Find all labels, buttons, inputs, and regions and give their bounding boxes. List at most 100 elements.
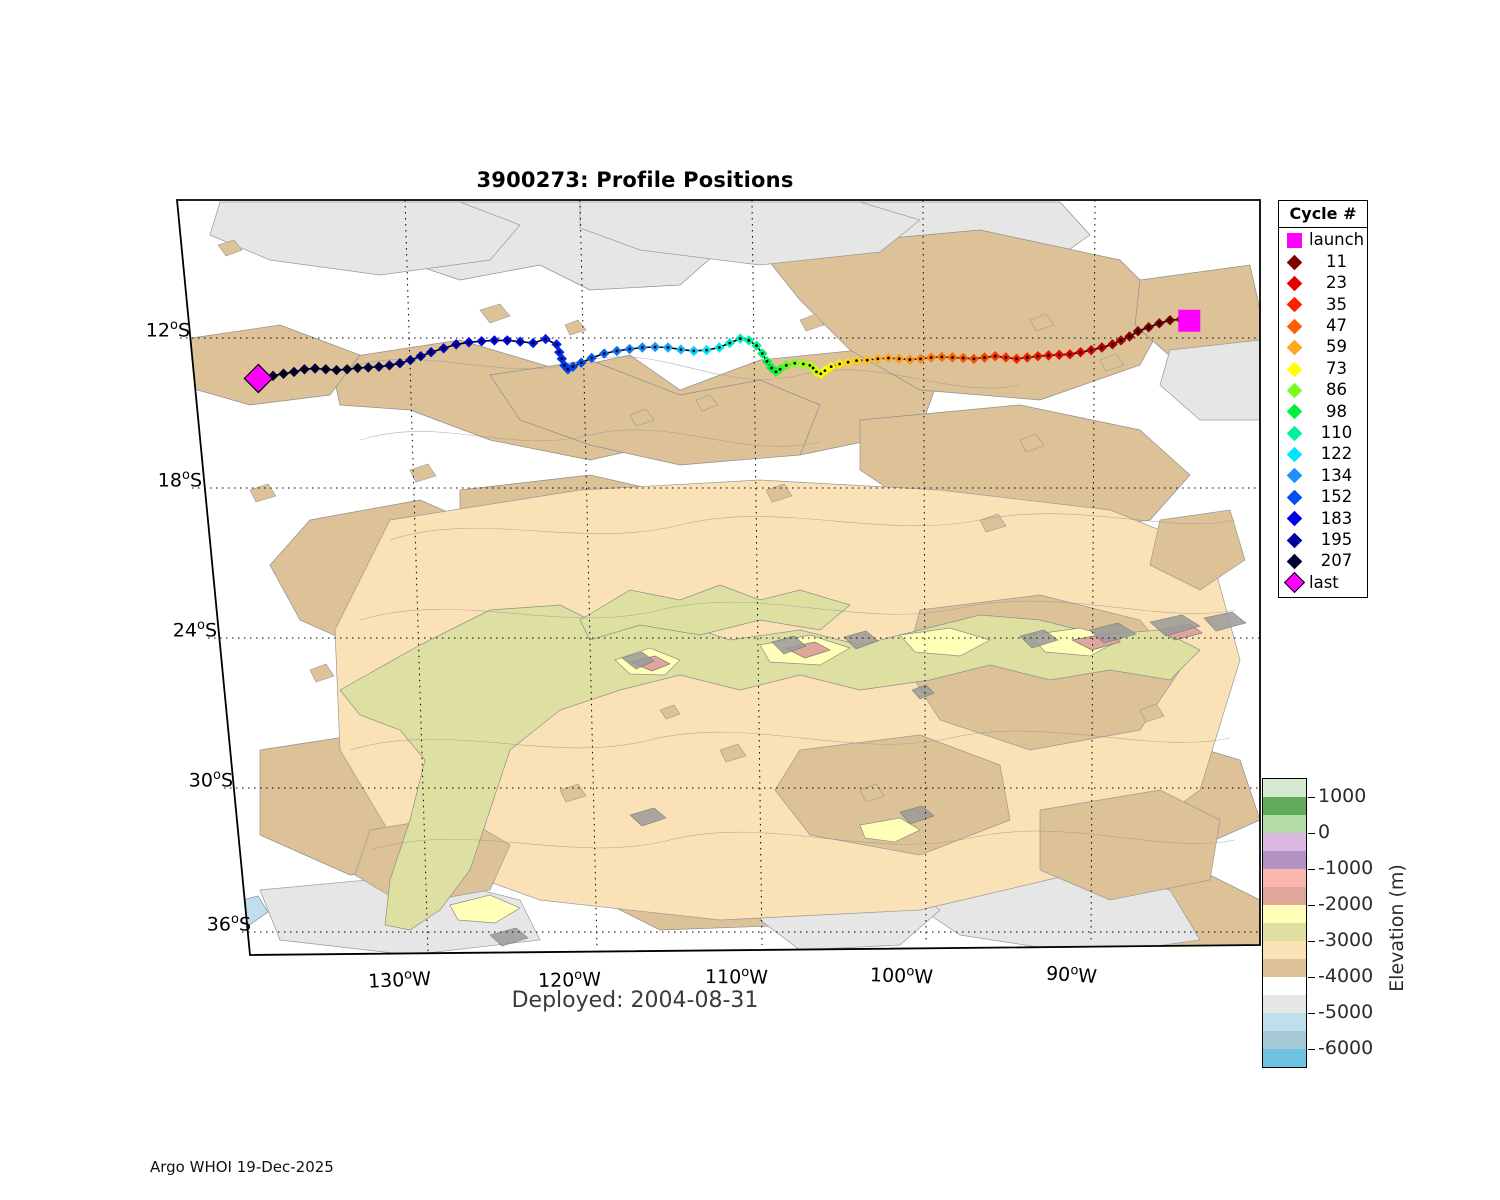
profile-center-dot xyxy=(738,337,742,340)
profile-center-dot xyxy=(679,348,683,351)
lat-tick-18S: 18oS xyxy=(157,468,202,492)
profile-center-dot xyxy=(865,358,869,362)
cycle-legend[interactable]: Cycle # launch 11 23 35 47 59 73 86 98 110 122 134 1… xyxy=(1278,200,1368,598)
colorbar-band--2000 xyxy=(1263,905,1306,923)
profile-center-dot xyxy=(846,360,850,364)
legend-row-152[interactable]: 152 xyxy=(1279,487,1367,508)
colorbar-tick--6000 xyxy=(1308,1049,1315,1050)
profile-center-dot xyxy=(419,354,423,358)
legend-label-195: 195 xyxy=(1320,529,1353,549)
profile-center-dot xyxy=(819,372,823,376)
profile-center-dot xyxy=(692,349,696,353)
profile-center-dot xyxy=(640,346,644,349)
profile-center-dot xyxy=(602,352,606,355)
colorbar-tick-1000 xyxy=(1308,797,1315,798)
profile-center-dot xyxy=(765,360,769,363)
colorbar-gradient xyxy=(1262,778,1315,1068)
legend-label-98: 98 xyxy=(1326,401,1347,421)
legend-row-35[interactable]: 35 xyxy=(1279,294,1367,315)
legend-marker-207-icon xyxy=(1279,553,1309,570)
profile-center-dot xyxy=(544,337,548,341)
legend-row-launch[interactable]: launch xyxy=(1279,230,1367,251)
profile-center-dot xyxy=(442,346,446,350)
colorbar-band-0 xyxy=(1263,833,1306,851)
legend-row-86[interactable]: 86 xyxy=(1279,380,1367,401)
profile-center-dot xyxy=(823,369,827,372)
elevation-colorbar[interactable]: Elevation (m) 1000 0 -1000 -2000 -3000 -4000 -… xyxy=(1262,778,1408,1068)
colorbar-tick--4000 xyxy=(1308,977,1315,978)
profile-center-dot xyxy=(388,363,391,367)
legend-row-183[interactable]: 183 xyxy=(1279,508,1367,529)
legend-row-98[interactable]: 98 xyxy=(1279,401,1367,422)
profile-center-dot xyxy=(747,339,751,342)
profile-center-dot xyxy=(908,358,912,361)
colorbar-band-1000 xyxy=(1263,797,1306,815)
profile-center-dot xyxy=(292,370,296,374)
profile-center-dot xyxy=(282,372,285,376)
profile-center-dot xyxy=(887,356,890,360)
legend-marker-47-icon xyxy=(1279,318,1309,335)
legend-row-59[interactable]: 59 xyxy=(1279,337,1367,358)
map-plot-area[interactable]: 12oS 18oS 24oS 30oS 36oS 130oW 120oW 110… xyxy=(146,190,1280,993)
profile-center-dot xyxy=(951,356,954,359)
profile-center-dot xyxy=(801,362,805,366)
colorbar-band--4000 xyxy=(1263,977,1306,995)
profile-center-dot xyxy=(518,340,522,344)
profile-center-dot xyxy=(356,366,360,370)
legend-label-86: 86 xyxy=(1326,380,1347,400)
colorbar-ticklabel--6000: -6000 xyxy=(1318,1037,1374,1059)
profile-center-dot xyxy=(1036,354,1040,358)
profile-center-dot xyxy=(1079,350,1082,354)
profile-center-dot xyxy=(993,354,997,358)
profile-center-dot xyxy=(784,363,788,367)
legend-marker-last-icon xyxy=(1279,572,1309,594)
colorbar-band--1500 xyxy=(1263,887,1306,905)
profile-center-dot xyxy=(1004,356,1008,359)
legend-label-152: 152 xyxy=(1320,487,1353,507)
legend-row-110[interactable]: 110 xyxy=(1279,423,1367,444)
colorbar-band--3500 xyxy=(1263,959,1306,977)
map-svg xyxy=(176,199,1261,956)
profile-center-dot xyxy=(1015,357,1019,361)
legend-row-11[interactable]: 11 xyxy=(1279,251,1367,272)
legend-row-134[interactable]: 134 xyxy=(1279,465,1367,486)
legend-label-59: 59 xyxy=(1326,337,1347,357)
legend-label-47: 47 xyxy=(1326,316,1347,335)
profile-center-dot xyxy=(555,342,559,346)
profile-center-dot xyxy=(793,361,797,365)
profile-center-dot xyxy=(1157,321,1161,325)
legend-marker-73-icon xyxy=(1279,361,1309,377)
profile-center-dot xyxy=(929,356,933,359)
colorbar-ticklabel-0: 0 xyxy=(1318,821,1331,843)
profile-center-dot xyxy=(557,350,561,354)
profile-center-dot xyxy=(492,339,496,342)
colorbar-ticklabel--1000: -1000 xyxy=(1318,857,1374,879)
profile-center-dot xyxy=(366,366,370,369)
profile-center-dot xyxy=(1025,356,1029,359)
legend-row-195[interactable]: 195 xyxy=(1279,529,1367,550)
legend-row-73[interactable]: 73 xyxy=(1279,358,1367,379)
graticule xyxy=(180,199,1260,953)
colorbar-band--6000 xyxy=(1263,1049,1306,1067)
colorbar-band--1000 xyxy=(1263,869,1306,887)
profile-center-dot xyxy=(480,339,484,343)
legend-row-207[interactable]: 207 xyxy=(1279,551,1367,572)
profile-center-dot xyxy=(579,361,583,365)
colorbar-band--3000 xyxy=(1263,941,1306,959)
profile-center-dot xyxy=(1136,329,1140,333)
profile-center-dot xyxy=(628,347,632,351)
launch-marker[interactable] xyxy=(1178,309,1201,332)
lon-tick-90W: 90oW xyxy=(1045,962,1098,989)
legend-label-last: last xyxy=(1309,572,1339,592)
legend-row-122[interactable]: 122 xyxy=(1279,444,1367,465)
legend-marker-183-icon xyxy=(1279,510,1309,527)
legend-items-list: launch 11 23 35 47 59 73 86 98 110 122 134 152 183 195… xyxy=(1279,228,1367,597)
profile-center-dot xyxy=(615,349,619,353)
legend-row-47[interactable]: 47 xyxy=(1279,316,1367,337)
legend-row-last[interactable]: last xyxy=(1279,572,1367,594)
colorbar-ticklabel-1000: 1000 xyxy=(1318,785,1367,807)
map-frame xyxy=(176,199,1261,956)
last-position-marker[interactable] xyxy=(243,363,274,394)
profile-center-dot xyxy=(505,339,509,342)
legend-row-23[interactable]: 23 xyxy=(1279,273,1367,294)
